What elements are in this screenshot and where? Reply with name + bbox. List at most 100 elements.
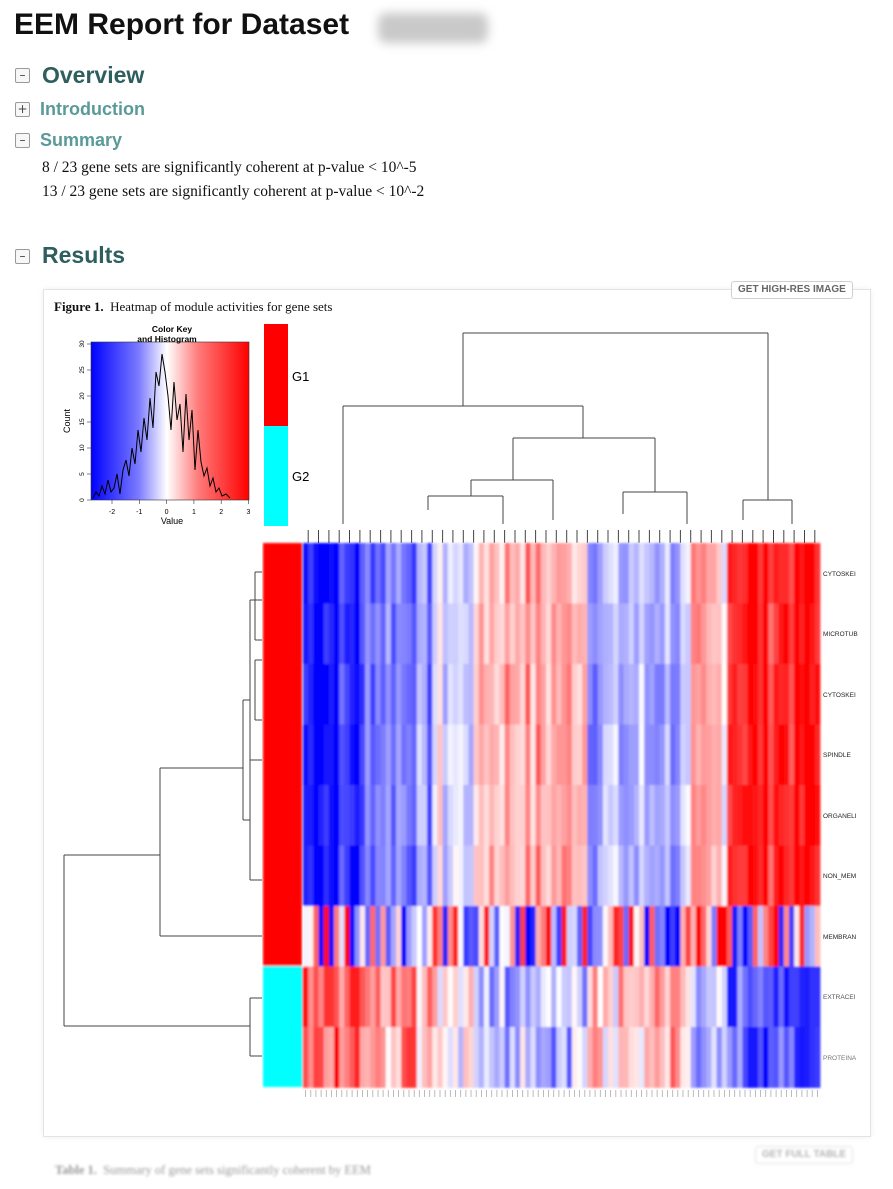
summary-heading[interactable]: Summary	[40, 130, 123, 150]
heatmap-cell	[571, 543, 578, 604]
heatmap-cell	[773, 845, 780, 907]
heatmap-cell	[794, 906, 800, 967]
heatmap-cell	[535, 845, 542, 907]
heatmap-cell	[344, 1027, 350, 1088]
heatmap-cell	[432, 543, 438, 604]
heatmap-cell	[804, 724, 811, 786]
heatmap-cell	[654, 906, 661, 967]
heatmap-cell	[680, 906, 686, 967]
introduction-heading[interactable]: Introduction	[40, 99, 145, 119]
heatmap-cell	[365, 785, 371, 846]
heatmap-cell	[339, 724, 345, 786]
heatmap-cell	[752, 543, 759, 604]
heatmap-cell	[473, 603, 480, 665]
heatmap-cell	[442, 543, 449, 604]
heatmap-cell	[737, 845, 743, 907]
heatmap-cell	[571, 845, 578, 907]
heatmap-cell	[494, 906, 500, 967]
heatmap-cell	[442, 724, 449, 786]
results-toggle-button[interactable]: –	[15, 249, 30, 264]
heatmap-cell	[561, 845, 568, 907]
heatmap-cell	[597, 543, 604, 604]
heatmap-cell	[328, 603, 335, 665]
heatmap-cell	[489, 603, 495, 665]
overview-heading[interactable]: Overview	[42, 62, 145, 88]
heatmap-cell	[396, 966, 402, 1028]
heatmap-cell	[313, 906, 319, 967]
heatmap-cell	[365, 724, 371, 786]
heatmap-cell	[334, 664, 340, 725]
heatmap-cell	[613, 543, 619, 604]
heatmap-cell	[799, 664, 805, 725]
heatmap-cell	[726, 1027, 733, 1088]
heatmap-cell	[757, 664, 764, 725]
heatmap-cell	[706, 966, 712, 1028]
heatmap-cell	[514, 543, 521, 604]
heatmap-cell	[494, 785, 500, 846]
heatmap-cell	[804, 1027, 811, 1088]
heatmap-cell	[334, 543, 340, 604]
heatmap-cell	[344, 603, 350, 665]
heatmap-cell	[452, 966, 459, 1028]
heatmap-cell	[690, 724, 697, 786]
heatmap-cell	[489, 906, 495, 967]
heatmap-cell	[742, 724, 749, 786]
heatmap-cell	[452, 543, 459, 604]
heatmap-cell	[545, 603, 552, 665]
heatmap-cell	[711, 785, 717, 846]
heatmap-cell	[752, 785, 759, 846]
heatmap-cell	[742, 906, 749, 967]
heatmap-cell	[788, 966, 795, 1028]
heatmap-cell	[613, 603, 619, 665]
heatmap-cell	[659, 724, 666, 786]
heatmap-cell	[463, 966, 469, 1028]
heatmap-cell	[370, 906, 376, 967]
heatmap-cell	[716, 543, 723, 604]
heatmap-cell	[804, 906, 811, 967]
heatmap-cell	[582, 603, 588, 665]
summary-toggle-button[interactable]: –	[15, 133, 30, 148]
introduction-toggle-button[interactable]: +	[15, 102, 30, 117]
heatmap-cell	[452, 785, 459, 846]
heatmap-cell	[639, 906, 645, 967]
heatmap-cell	[359, 603, 366, 665]
heatmap-cell	[540, 966, 547, 1028]
heatmap-cell	[701, 724, 707, 786]
heatmap-cell	[618, 603, 624, 665]
heatmap-cell	[608, 966, 614, 1028]
heatmap-cell	[726, 664, 733, 725]
heatmap-cell	[334, 603, 340, 665]
heatmap-cell	[551, 1027, 557, 1088]
heatmap-cell	[633, 664, 640, 725]
heatmap-cell	[365, 906, 371, 967]
heatmap-cell	[809, 966, 816, 1028]
heatmap-cell	[768, 906, 774, 967]
get-high-res-image-button[interactable]: GET HIGH-RES IMAGE	[731, 281, 853, 299]
heatmap-cell	[582, 845, 588, 907]
heatmap-cell	[809, 785, 816, 846]
heatmap-cell	[416, 664, 423, 725]
heatmap-cell	[737, 906, 743, 967]
heatmap-cell	[458, 603, 464, 665]
heatmap-cell	[742, 543, 749, 604]
heatmap-cell	[711, 664, 717, 725]
heatmap-cell	[726, 906, 733, 967]
heatmap-cell	[592, 664, 599, 725]
get-full-table-button[interactable]: GET FULL TABLE	[755, 1146, 854, 1164]
heatmap-cell	[685, 906, 692, 967]
heatmap-cell	[483, 785, 490, 846]
heatmap-cell	[416, 906, 423, 967]
heatmap-cell	[313, 785, 319, 846]
heatmap-cell	[608, 603, 614, 665]
heatmap-cell	[509, 543, 516, 604]
heatmap-cell	[644, 543, 650, 604]
heatmap-cell	[788, 724, 795, 786]
results-heading[interactable]: Results	[42, 242, 126, 268]
heatmap-cell	[494, 724, 500, 786]
heatmap-cell	[639, 966, 645, 1028]
heatmap-cell	[427, 845, 433, 907]
heatmap-cell	[458, 543, 464, 604]
heatmap-cell	[396, 785, 402, 846]
overview-toggle-button[interactable]: –	[15, 68, 30, 83]
heatmap-cell	[561, 543, 568, 604]
